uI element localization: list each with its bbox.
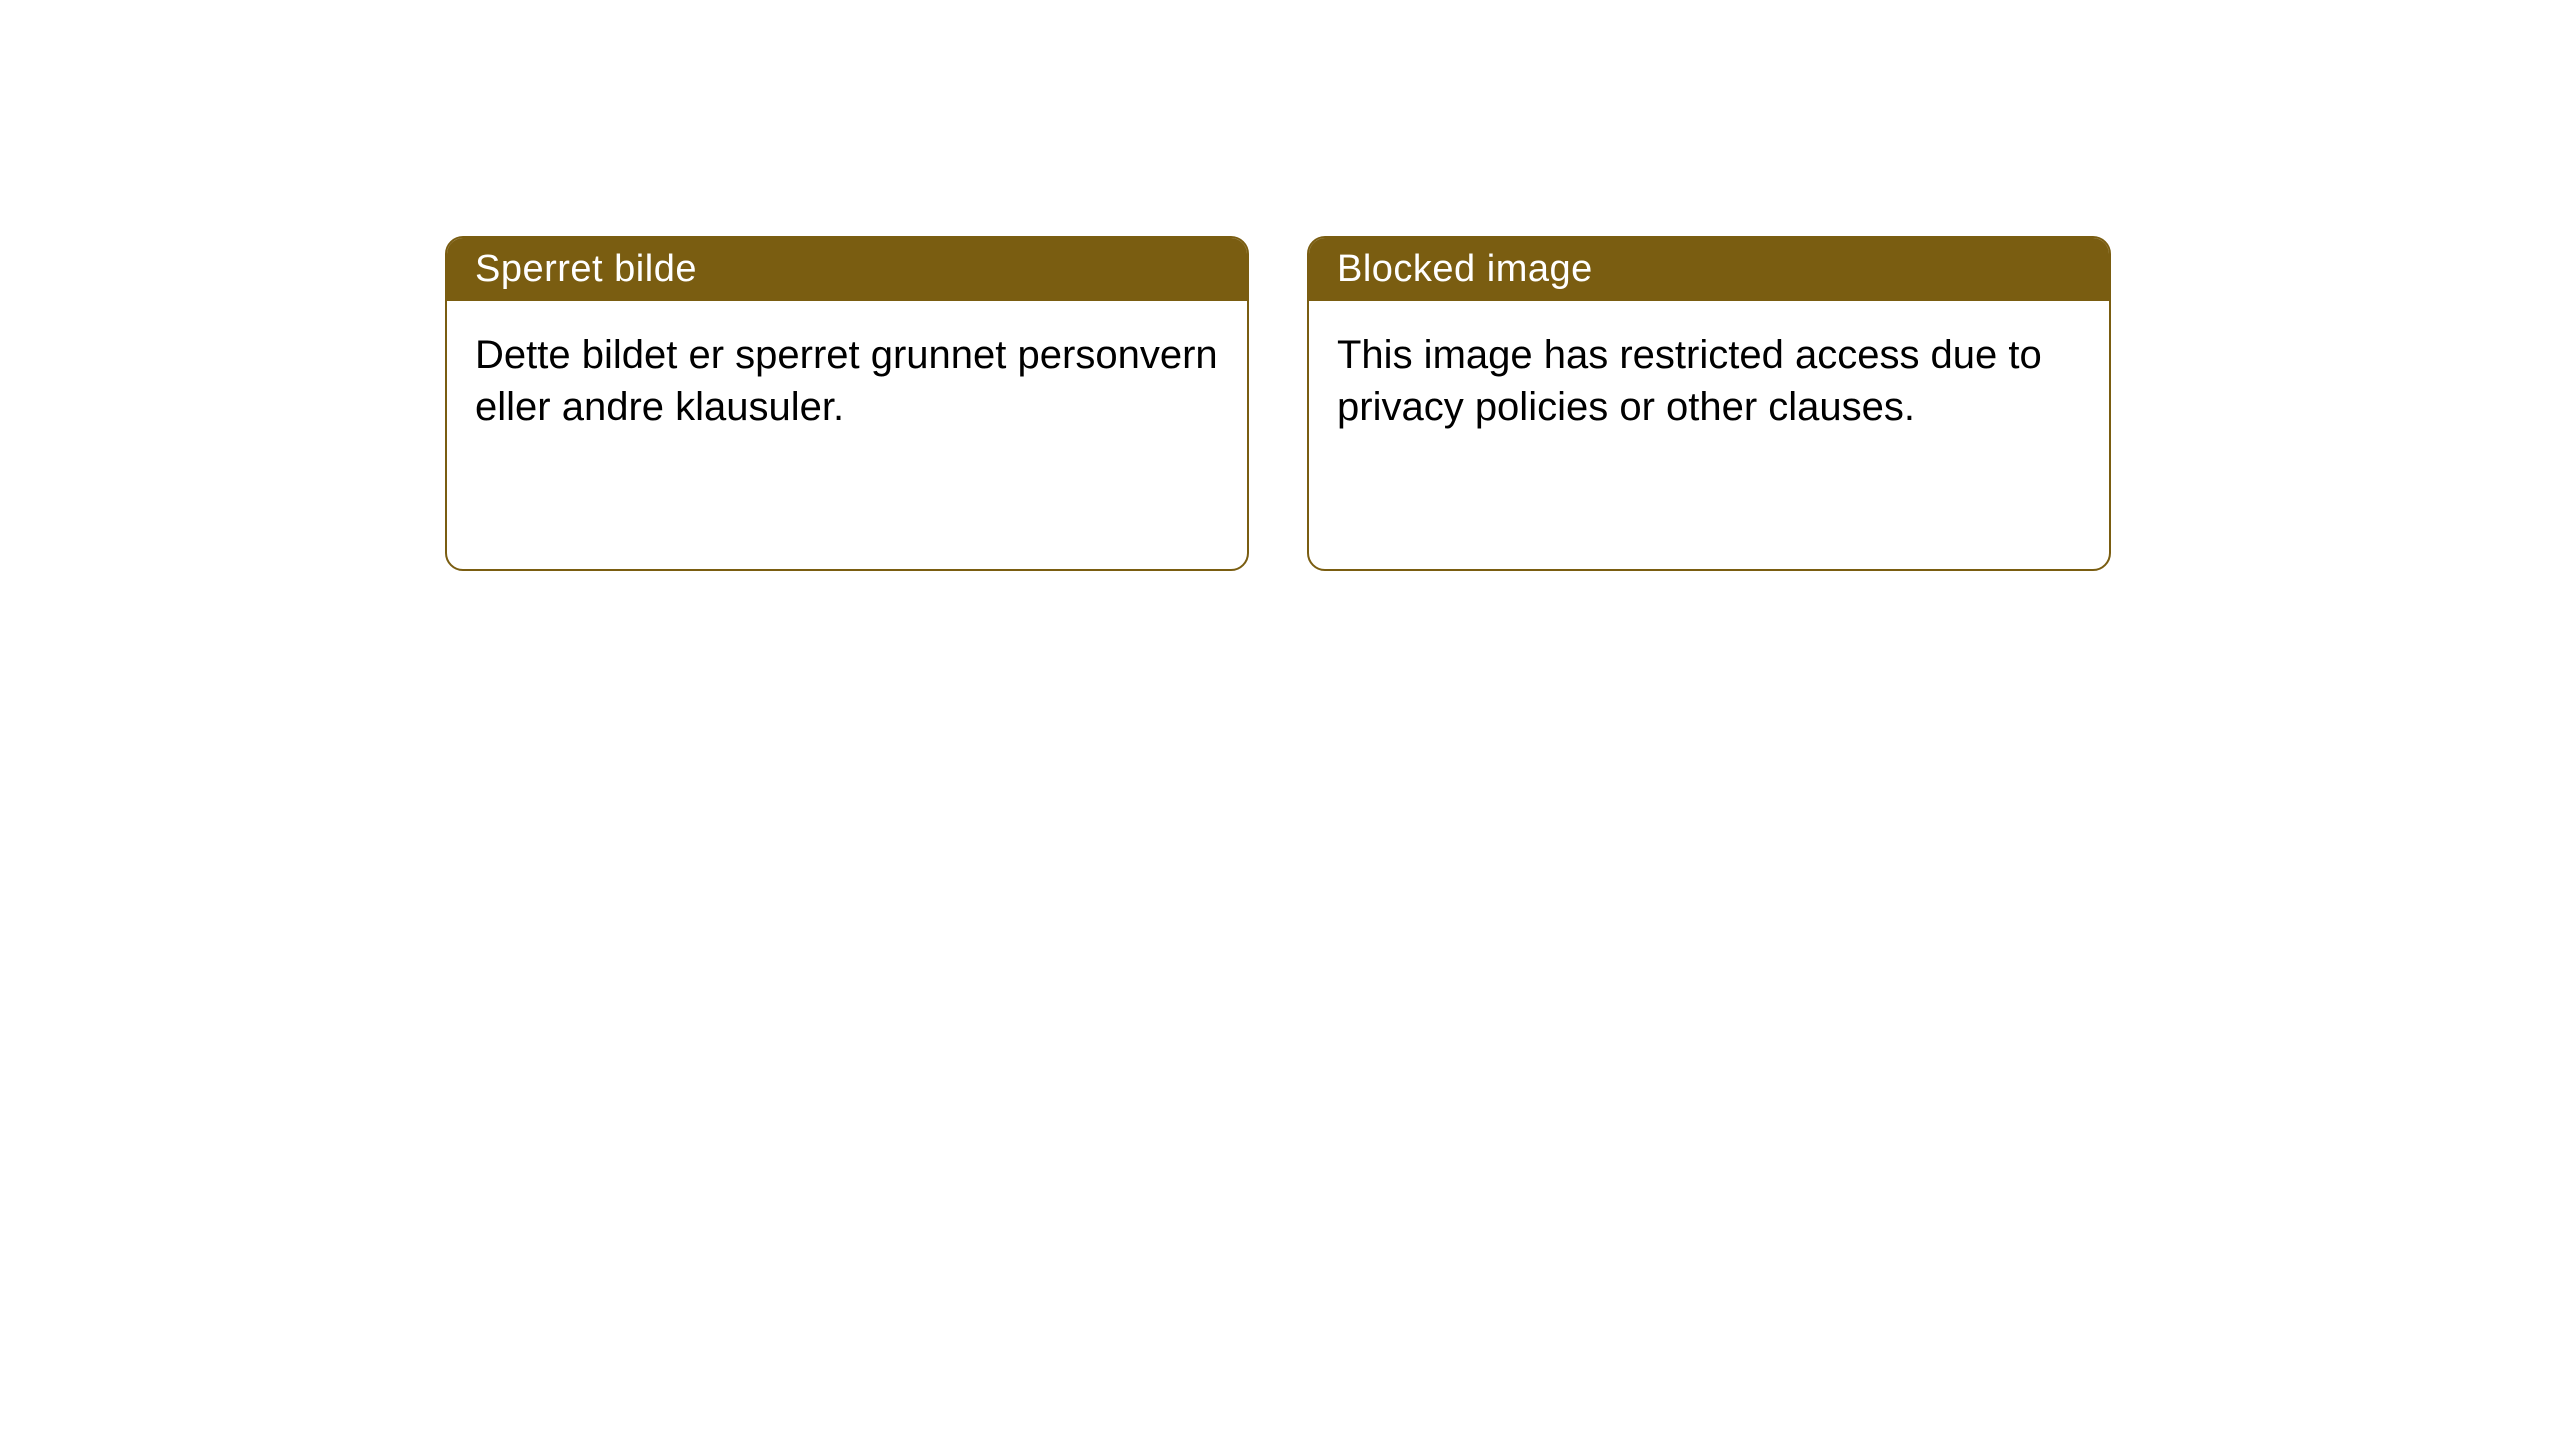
notice-title: Sperret bilde: [475, 248, 697, 290]
notice-card-norwegian: Sperret bilde Dette bildet er sperret gr…: [445, 236, 1249, 571]
notice-body: This image has restricted access due to …: [1309, 301, 2109, 461]
notice-title: Blocked image: [1337, 248, 1593, 290]
notice-body: Dette bildet er sperret grunnet personve…: [447, 301, 1247, 461]
notice-container: Sperret bilde Dette bildet er sperret gr…: [445, 236, 2111, 571]
notice-header: Sperret bilde: [447, 238, 1247, 301]
notice-card-english: Blocked image This image has restricted …: [1307, 236, 2111, 571]
notice-body-text: Dette bildet er sperret grunnet personve…: [475, 333, 1218, 429]
notice-header: Blocked image: [1309, 238, 2109, 301]
notice-body-text: This image has restricted access due to …: [1337, 333, 2042, 429]
